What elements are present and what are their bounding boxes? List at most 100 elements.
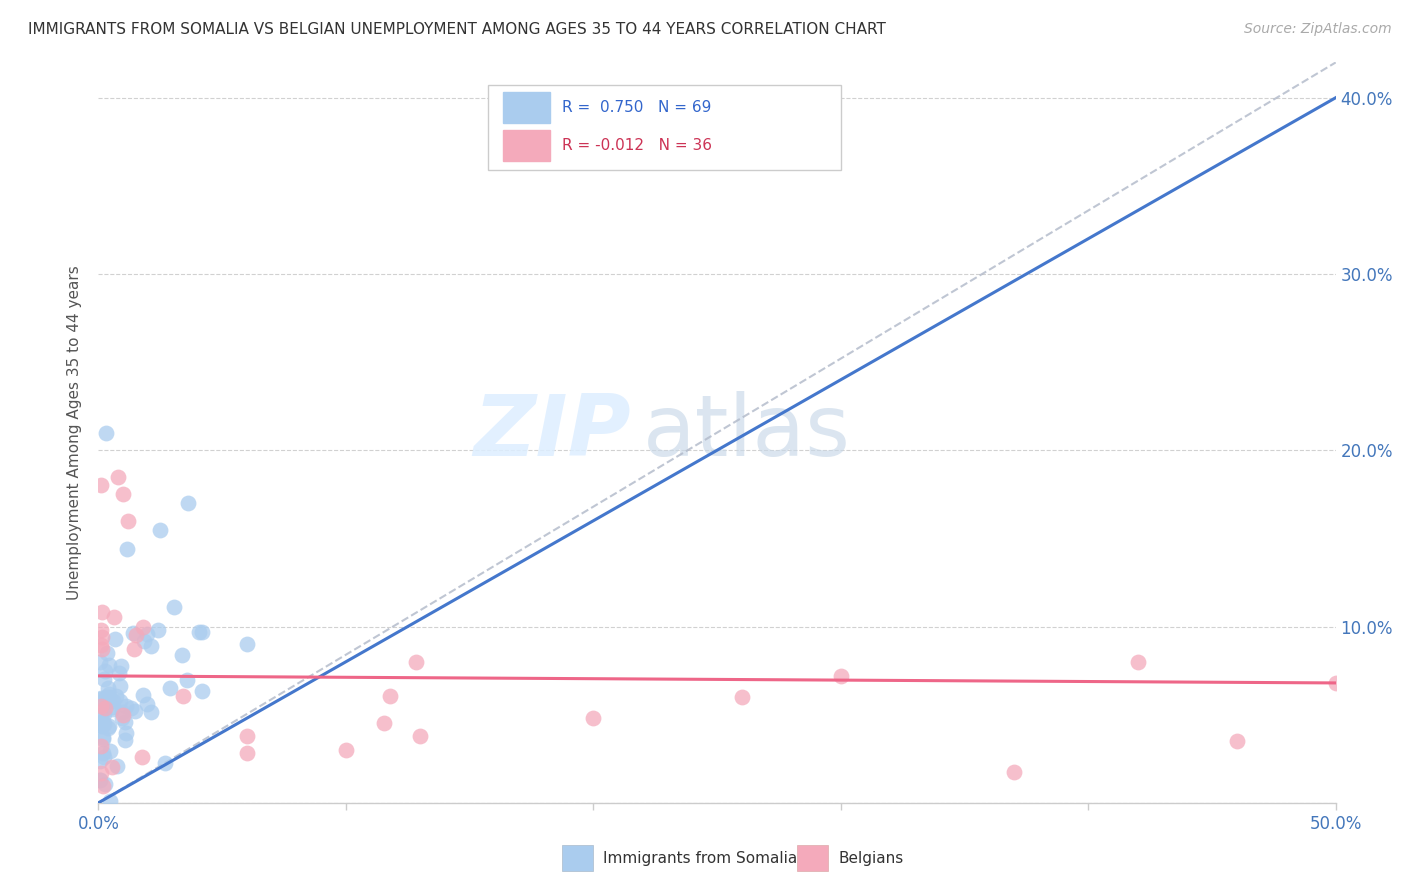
Point (112, 487, 135, 501)
Point (731, 690, 754, 704)
Point (97, 687, 120, 701)
Point (91, 779, 114, 793)
Point (141, 639, 163, 653)
Point (105, 759, 128, 773)
Point (94, 690, 117, 705)
Point (94, 777, 117, 791)
Text: IMMIGRANTS FROM SOMALIA VS BELGIAN UNEMPLOYMENT AMONG AGES 35 TO 44 YEARS CORREL: IMMIGRANTS FROM SOMALIA VS BELGIAN UNEMP… (28, 22, 886, 37)
Point (132, 619, 155, 633)
Point (90, 739, 112, 753)
Point (93, 714, 115, 728)
FancyBboxPatch shape (797, 846, 828, 871)
Point (94, 701, 117, 715)
Point (93, 749, 115, 764)
Point (89, 655, 111, 669)
Point (155, 756, 177, 771)
Point (111, 705, 134, 719)
Point (94, 664, 117, 678)
Point (120, 701, 142, 715)
FancyBboxPatch shape (562, 846, 593, 871)
Point (124, 628, 146, 642)
Point (91, 746, 114, 760)
Point (93, 707, 115, 722)
Text: Belgians: Belgians (838, 851, 904, 866)
Point (101, 694, 124, 708)
Point (136, 627, 159, 641)
Text: R =  0.750   N = 69: R = 0.750 N = 69 (562, 100, 711, 115)
Point (90, 624, 112, 638)
Point (236, 747, 259, 761)
Point (91, 731, 114, 745)
Point (90, 692, 112, 706)
Point (132, 634, 155, 648)
Point (98, 690, 121, 704)
Point (135, 697, 157, 711)
Point (90, 691, 112, 706)
Point (97, 719, 120, 733)
Point (98, 744, 121, 758)
Point (89, 772, 111, 787)
Point (1002, 765, 1025, 780)
Point (187, 624, 209, 639)
Point (176, 496, 198, 510)
Point (1126, 655, 1149, 669)
Point (90, 765, 112, 780)
Point (110, 679, 132, 693)
Point (89, 754, 111, 768)
Point (124, 704, 146, 718)
Point (98, 658, 121, 673)
Text: Source: ZipAtlas.com: Source: ZipAtlas.com (1244, 22, 1392, 37)
Point (172, 689, 194, 703)
Point (100, 699, 122, 714)
Y-axis label: Unemployment Among Ages 35 to 44 years: Unemployment Among Ages 35 to 44 years (67, 265, 83, 600)
Text: atlas: atlas (643, 391, 851, 475)
Point (373, 716, 395, 731)
Point (89, 718, 111, 732)
Point (114, 698, 136, 713)
Point (110, 659, 132, 673)
Point (91, 641, 114, 656)
Point (191, 684, 214, 698)
Point (103, 610, 125, 624)
Point (149, 523, 172, 537)
Text: R = -0.012   N = 36: R = -0.012 N = 36 (562, 138, 713, 153)
Point (236, 729, 259, 743)
Point (98, 794, 121, 808)
Point (115, 542, 138, 557)
Point (132, 688, 155, 702)
Point (582, 711, 605, 725)
Point (191, 624, 214, 639)
Point (108, 694, 131, 708)
Point (335, 743, 357, 757)
Point (89, 772, 111, 787)
Point (111, 711, 134, 725)
Point (139, 705, 162, 719)
Point (378, 690, 401, 704)
Point (159, 681, 181, 695)
FancyBboxPatch shape (488, 85, 841, 169)
Point (96, 646, 118, 660)
Point (104, 632, 127, 646)
Point (107, 469, 129, 483)
Point (1324, 676, 1347, 690)
Point (236, 637, 259, 651)
Point (89, 715, 111, 730)
Point (163, 599, 186, 614)
Point (90, 478, 112, 492)
Point (90, 698, 112, 713)
Point (91, 630, 114, 644)
Text: Immigrants from Somalia: Immigrants from Somalia (603, 851, 797, 866)
Point (107, 665, 129, 680)
Point (101, 702, 124, 716)
Point (146, 623, 169, 637)
Point (112, 707, 135, 722)
Point (91, 605, 114, 619)
Point (90, 706, 112, 721)
Point (97, 721, 120, 735)
Point (97, 681, 120, 695)
Point (93, 672, 115, 686)
Point (121, 626, 143, 640)
Point (122, 642, 145, 657)
FancyBboxPatch shape (503, 130, 550, 161)
Point (101, 760, 124, 774)
